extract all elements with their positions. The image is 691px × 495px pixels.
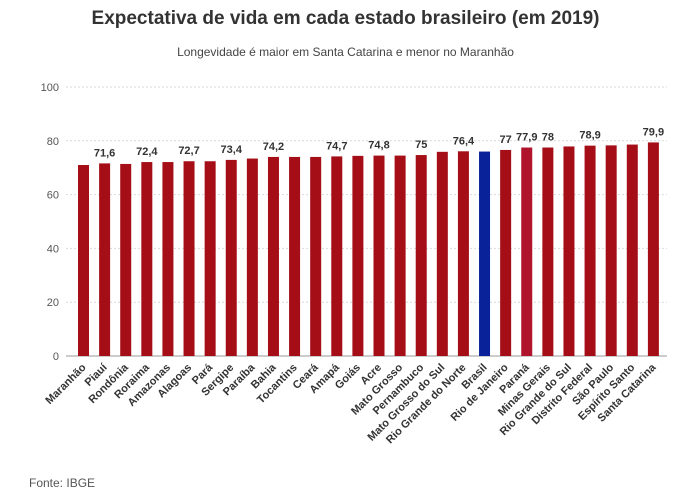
y-tick-label: 20: [47, 297, 59, 309]
data-label: 74,2: [263, 141, 284, 153]
bar: [204, 161, 216, 356]
bar: [120, 163, 132, 356]
bar: [479, 151, 491, 356]
data-label: 72,4: [136, 146, 158, 158]
bar: [605, 145, 617, 356]
data-label: 75: [415, 139, 427, 151]
chart-subtitle: Longevidade é maior em Santa Catarina e …: [177, 45, 514, 59]
bar: [331, 156, 343, 356]
data-label: 74,8: [368, 140, 389, 152]
bar: [289, 156, 301, 356]
bar: [78, 165, 89, 356]
chart-title: Expectativa de vida em cada estado brasi…: [91, 8, 600, 29]
y-tick-label: 60: [47, 190, 59, 202]
y-tick-label: 80: [47, 136, 59, 148]
data-label: 76,4: [453, 135, 475, 147]
data-label: 78,9: [579, 130, 600, 142]
data-label: 78: [542, 132, 554, 144]
bar: [626, 144, 638, 356]
data-label: 77: [500, 134, 512, 146]
bar: [373, 155, 385, 356]
data-label: 72,7: [178, 145, 199, 157]
y-tick-label: 0: [53, 351, 59, 363]
bar: [99, 163, 111, 356]
bar: [457, 151, 469, 356]
bar: [563, 146, 575, 356]
bar: [310, 156, 322, 356]
y-tick-label: 40: [47, 243, 59, 255]
bar: [225, 159, 237, 356]
data-label: 71,6: [94, 147, 115, 159]
y-tick-label: 100: [41, 82, 59, 94]
bar-chart: 020406080100Maranhão71,6PiauíRondônia72,…: [41, 82, 667, 446]
bar: [542, 147, 554, 356]
data-label: 77,9: [516, 132, 537, 144]
x-tick-label: Maranhão: [43, 361, 88, 406]
bar: [141, 162, 153, 356]
data-label: 74,7: [326, 140, 347, 152]
bar: [267, 156, 279, 356]
bar: [647, 142, 659, 356]
data-label: 73,4: [221, 144, 243, 156]
bar: [352, 155, 364, 356]
data-label: 79,9: [643, 126, 664, 138]
bar: [162, 162, 174, 356]
bar: [246, 158, 258, 356]
bar: [584, 145, 596, 356]
bar: [415, 155, 427, 356]
bar: [436, 151, 448, 356]
bar: [394, 155, 406, 356]
source-note: Fonte: IBGE: [29, 476, 96, 490]
bar: [500, 149, 512, 356]
bar: [183, 161, 195, 356]
bar: [521, 147, 533, 356]
